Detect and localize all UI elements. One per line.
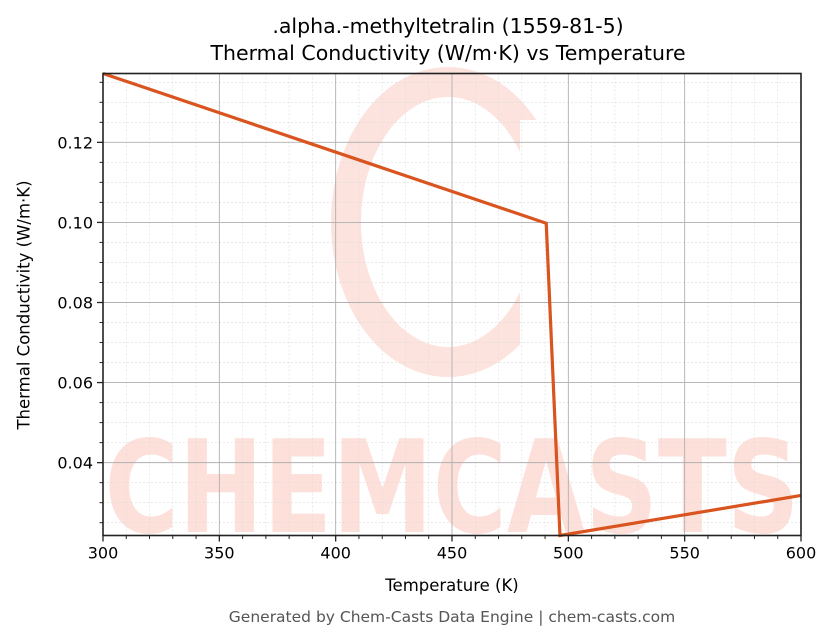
y-axis-label: Thermal Conductivity (W/m·K)	[14, 180, 34, 430]
svg-text:0.04: 0.04	[57, 454, 93, 473]
chart-title-property: Thermal Conductivity (W/m·K) vs Temperat…	[210, 41, 686, 65]
svg-text:0.08: 0.08	[57, 293, 93, 312]
y-axis-ticks: 0.04 0.06 0.08 0.10 0.12	[57, 81, 103, 524]
svg-text:0.06: 0.06	[57, 374, 93, 393]
thermal-conductivity-line	[102, 71, 802, 538]
svg-text:500: 500	[553, 544, 584, 563]
svg-text:300: 300	[88, 544, 119, 563]
svg-text:350: 350	[204, 544, 235, 563]
x-axis-ticks: 300 350 400 450 500 550 600	[88, 535, 817, 563]
svg-text:550: 550	[669, 544, 700, 563]
svg-text:400: 400	[320, 544, 351, 563]
svg-text:450: 450	[437, 544, 468, 563]
footer-credit: Generated by Chem-Casts Data Engine | ch…	[228, 608, 676, 626]
svg-text:0.10: 0.10	[57, 213, 93, 232]
chart-title-compound: .alpha.-methyltetralin (1559-81-5)	[272, 14, 624, 38]
svg-text:0.12: 0.12	[57, 133, 93, 152]
x-axis-label: Temperature (K)	[385, 576, 519, 595]
svg-text:600: 600	[786, 544, 817, 563]
